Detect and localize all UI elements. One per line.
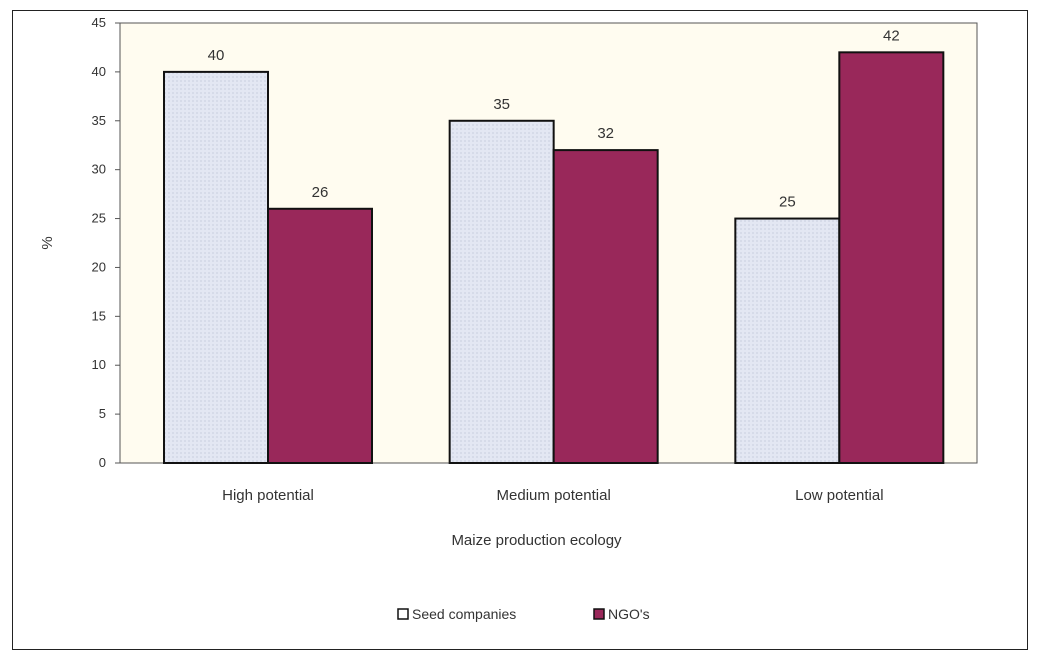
y-tick-label: 40 (92, 64, 106, 79)
legend-label: NGO's (608, 606, 650, 622)
bar-ngos-0 (267, 207, 373, 464)
data-label: 26 (312, 184, 329, 201)
bars: 40 26 35 32 25 42 (163, 27, 945, 465)
y-tick-label: 0 (99, 455, 106, 470)
y-tick-label: 10 (92, 357, 106, 372)
data-label: 32 (597, 125, 614, 142)
y-axis-title: % (39, 236, 56, 249)
bar-seed-companies-2 (734, 217, 841, 464)
bar-ngos-2 (838, 51, 945, 464)
data-label: 25 (779, 194, 796, 211)
legend-label: Seed companies (412, 606, 516, 622)
data-label: 35 (493, 96, 510, 113)
category-label: Medium potential (497, 487, 611, 504)
legend-swatch (397, 608, 409, 620)
y-axis: 0 5 10 15 20 25 30 35 40 45 (92, 15, 120, 470)
y-tick-label: 25 (92, 211, 106, 226)
y-tick-label: 35 (92, 113, 106, 128)
y-tick-label: 30 (92, 162, 106, 177)
y-tick-label: 15 (92, 308, 106, 323)
legend-swatch (593, 608, 605, 620)
data-label: 40 (208, 47, 225, 64)
y-tick-label: 20 (92, 259, 106, 274)
bar-ngos-1 (552, 149, 659, 464)
category-label: Low potential (795, 487, 883, 504)
x-axis-title: Maize production ecology (451, 532, 622, 549)
y-tick-label: 45 (92, 15, 106, 30)
x-axis-labels: High potential Medium potential Low potent… (222, 487, 883, 504)
y-tick-label: 5 (99, 406, 106, 421)
bar-chart: 0 5 10 15 20 25 30 35 40 45 40 26 35 32 25 42 High pot… (39, 15, 978, 622)
bar-seed-companies-0 (163, 70, 269, 464)
bar-seed-companies-1 (448, 119, 555, 465)
data-label: 42 (883, 27, 900, 44)
legend: Seed companies NGO's (397, 606, 650, 622)
category-label: High potential (222, 487, 314, 504)
